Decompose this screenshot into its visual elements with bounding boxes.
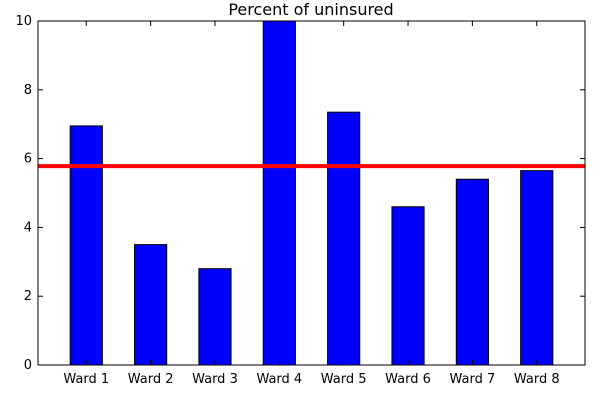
x-tick-label: Ward 2 — [128, 372, 174, 387]
x-tick-label: Ward 8 — [514, 372, 560, 387]
x-tick-label: Ward 6 — [385, 372, 431, 387]
chart-title: Percent of uninsured — [228, 0, 393, 19]
bar-3 — [198, 268, 232, 366]
bar-4 — [262, 20, 296, 366]
bar-7 — [455, 178, 489, 366]
plot-frame — [37, 20, 586, 366]
bars-layer — [69, 20, 554, 366]
x-tick-label: Ward 5 — [321, 372, 367, 387]
x-tick-label: Ward 7 — [449, 372, 495, 387]
tick-labels-layer: 0 2 4 6 8 10 Ward 1 Ward 2 Ward 3 Ward 4 Ward 5 War… — [15, 14, 559, 387]
bar-6 — [391, 206, 425, 366]
y-tick-label: 2 — [24, 289, 32, 304]
bar-2 — [134, 244, 168, 366]
y-tick-label: 6 — [24, 152, 32, 167]
y-tick-label: 8 — [24, 83, 32, 98]
y-tick-label: 4 — [24, 220, 32, 235]
bar-8 — [520, 170, 554, 366]
x-tick-label: Ward 1 — [63, 372, 109, 387]
axes-layer — [37, 20, 586, 366]
x-tick-label: Ward 4 — [256, 372, 302, 387]
bar-1 — [69, 125, 103, 366]
x-tick-label: Ward 3 — [192, 372, 238, 387]
bar-5 — [327, 111, 361, 366]
y-tick-label: 0 — [24, 358, 32, 373]
y-tick-label: 10 — [15, 14, 32, 29]
